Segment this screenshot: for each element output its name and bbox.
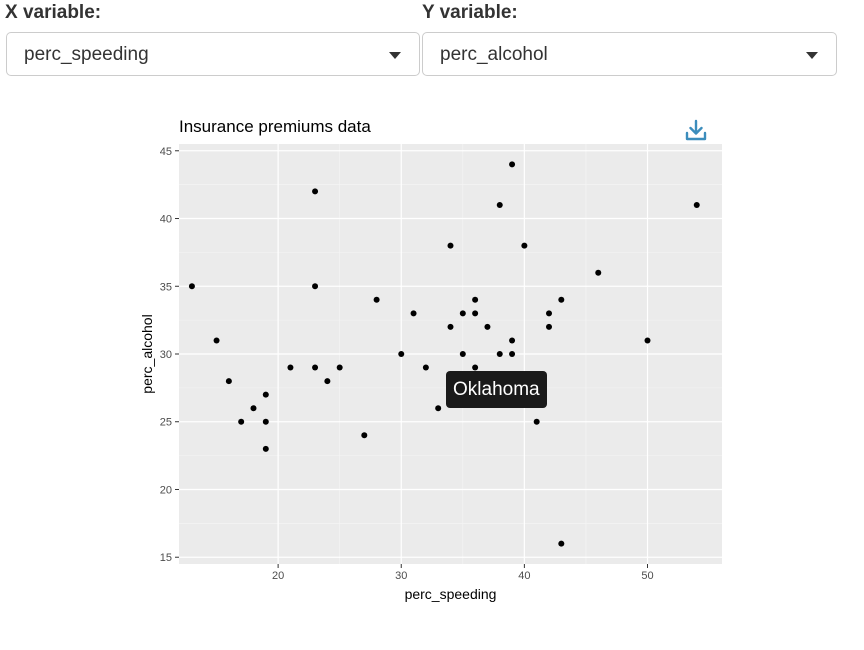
data-point [225, 378, 232, 385]
data-point [447, 242, 454, 249]
y-variable-select[interactable]: perc_alcohol [422, 32, 837, 76]
y-tick-label: 35 [160, 281, 172, 293]
data-point [312, 283, 319, 290]
y-tick-label: 30 [160, 349, 172, 361]
y-tick-label: 25 [160, 417, 172, 429]
y-tick-label: 20 [160, 484, 172, 496]
data-point [410, 310, 417, 317]
data-point [324, 378, 331, 385]
data-point [472, 364, 479, 371]
y-tick-label: 40 [160, 214, 172, 226]
data-point [693, 201, 700, 208]
data-point [312, 188, 319, 195]
data-point [238, 418, 245, 425]
x-variable-label: X variable: [5, 2, 102, 23]
data-point [398, 351, 405, 357]
data-point [262, 391, 269, 398]
data-point [521, 242, 528, 249]
chevron-down-icon[interactable] [806, 52, 818, 59]
data-point [250, 405, 257, 412]
data-point [509, 161, 516, 168]
data-point [509, 351, 516, 357]
data-point [459, 310, 466, 317]
data-point [312, 364, 319, 371]
y-axis-label: perc_alcohol [139, 314, 155, 393]
x-variable-select[interactable]: perc_speeding [6, 32, 420, 76]
x-tick-label: 40 [518, 570, 530, 582]
y-variable-label: Y variable: [422, 2, 518, 23]
data-point [546, 310, 553, 317]
data-point [484, 323, 491, 330]
data-point [558, 296, 565, 303]
data-point [472, 310, 479, 317]
data-point [336, 364, 343, 371]
x-tick-label: 20 [272, 570, 284, 582]
data-point [213, 337, 220, 344]
data-point [262, 445, 269, 452]
data-point [373, 296, 380, 303]
data-point [287, 364, 294, 371]
data-point [546, 323, 553, 330]
y-variable-value: perc_alcohol [440, 44, 548, 65]
data-point [496, 351, 503, 357]
data-point [447, 323, 454, 330]
data-point [472, 296, 479, 303]
data-point [361, 432, 368, 439]
y-tick-label: 45 [160, 146, 172, 158]
data-point [595, 269, 602, 276]
x-tick-label: 50 [641, 570, 653, 582]
data-point [558, 540, 565, 547]
data-point [459, 351, 466, 357]
chart-title: Insurance premiums data [179, 117, 371, 136]
data-point [422, 364, 429, 371]
x-variable-value: perc_speeding [24, 44, 149, 65]
x-tick-label: 30 [395, 570, 407, 582]
data-point [435, 405, 442, 412]
data-point [188, 283, 195, 290]
point-tooltip: Oklahoma [446, 371, 547, 408]
x-axis-label: perc_speeding [405, 586, 497, 602]
y-tick-label: 15 [160, 552, 172, 564]
data-point [509, 337, 516, 344]
data-point [644, 337, 651, 344]
data-point [533, 418, 540, 425]
data-point [496, 201, 503, 208]
data-point [262, 418, 269, 425]
chevron-down-icon[interactable] [389, 52, 401, 59]
download-icon[interactable] [684, 118, 708, 142]
